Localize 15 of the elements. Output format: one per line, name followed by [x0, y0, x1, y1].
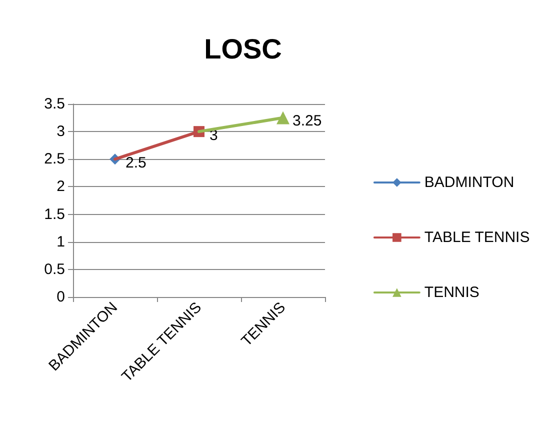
y-tick-label: 3	[56, 123, 65, 140]
y-tick-label: 1	[56, 233, 65, 250]
chart-title: LOSC	[204, 34, 282, 64]
point	[276, 111, 290, 124]
data-label: 3.25	[292, 112, 322, 130]
legend-label: TABLE TENNIS	[424, 229, 530, 246]
y-tick-label: 3.5	[44, 96, 65, 112]
y-tick-label: 0.5	[44, 260, 65, 278]
y-tick-label: 2.5	[44, 150, 65, 168]
legend-label: BADMINTON	[424, 174, 514, 191]
data-label: 2.5	[126, 154, 146, 172]
y-tick-label: 1.5	[44, 206, 65, 223]
y-tick-label: 2	[56, 178, 65, 196]
legend-label: TENNIS	[424, 284, 480, 301]
y-tick-label: 0	[56, 288, 65, 306]
